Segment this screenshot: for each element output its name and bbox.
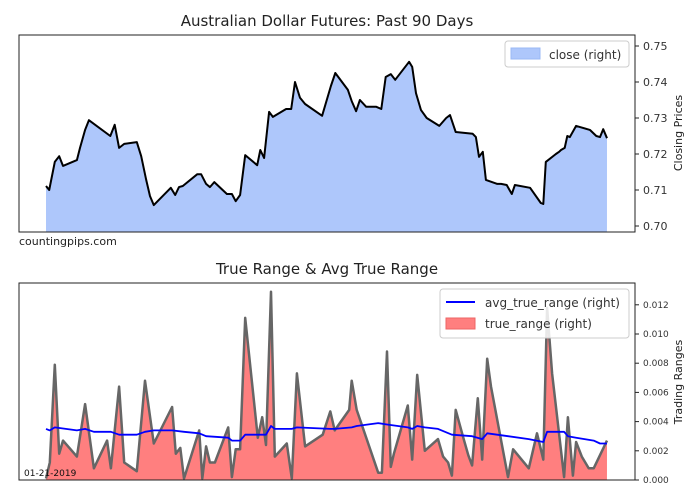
- bottom-y-axis: 0.000 0.002 0.004 0.006 0.008 0.010 0.012: [635, 301, 669, 486]
- bottom-axes-frame: [18, 282, 636, 481]
- y-tick-label: 0.73: [643, 112, 668, 125]
- legend-tr-swatch: [445, 317, 476, 330]
- legend-close-swatch: [510, 47, 541, 60]
- y-tick-label: 0.004: [643, 418, 669, 428]
- y-tick-label: 0.006: [643, 388, 669, 398]
- y-tick-label: 0.72: [643, 148, 668, 161]
- legend-atr-label: avg_true_range (right): [485, 296, 620, 310]
- bottom-chart-title: True Range & Avg True Range: [215, 260, 438, 278]
- bottom-legend: avg_true_range (right) true_range (right…: [439, 288, 630, 339]
- legend-tr-label: true_range (right): [485, 317, 592, 331]
- close-price-plot: [45, 60, 608, 232]
- top-chart-title: Australian Dollar Futures: Past 90 Days: [181, 12, 474, 30]
- top-y-axis-label: Closing Prices: [672, 95, 685, 172]
- y-tick-label: 0.010: [643, 330, 669, 340]
- watermark: countingpips.com: [19, 235, 117, 248]
- close-area: [46, 61, 607, 232]
- y-tick-label: 0.012: [643, 301, 669, 311]
- close-line: [45, 60, 608, 207]
- date-label: 01-21-2019: [24, 469, 77, 479]
- top-y-axis: 0.70 0.71 0.72 0.73 0.74 0.75: [635, 40, 668, 233]
- y-tick-label: 0.008: [643, 359, 669, 369]
- y-tick-label: 0.70: [643, 220, 668, 233]
- y-tick-label: 0.75: [643, 40, 668, 53]
- true-range-plot: [44, 290, 609, 480]
- bottom-y-axis-label: Trading Ranges: [672, 340, 685, 426]
- top-legend: close (right): [504, 40, 630, 68]
- true-range-line: [44, 290, 609, 480]
- top-axes-frame: [18, 34, 636, 233]
- y-tick-label: 0.74: [643, 76, 668, 89]
- y-tick-label: 0.71: [643, 184, 668, 197]
- bottom-legend-box: [439, 288, 630, 339]
- true-range-area: [46, 291, 607, 480]
- legend-close-label: close (right): [549, 48, 621, 62]
- y-tick-label: 0.000: [643, 476, 669, 486]
- avg-true-range-line: [45, 422, 607, 445]
- y-tick-label: 0.002: [643, 447, 669, 457]
